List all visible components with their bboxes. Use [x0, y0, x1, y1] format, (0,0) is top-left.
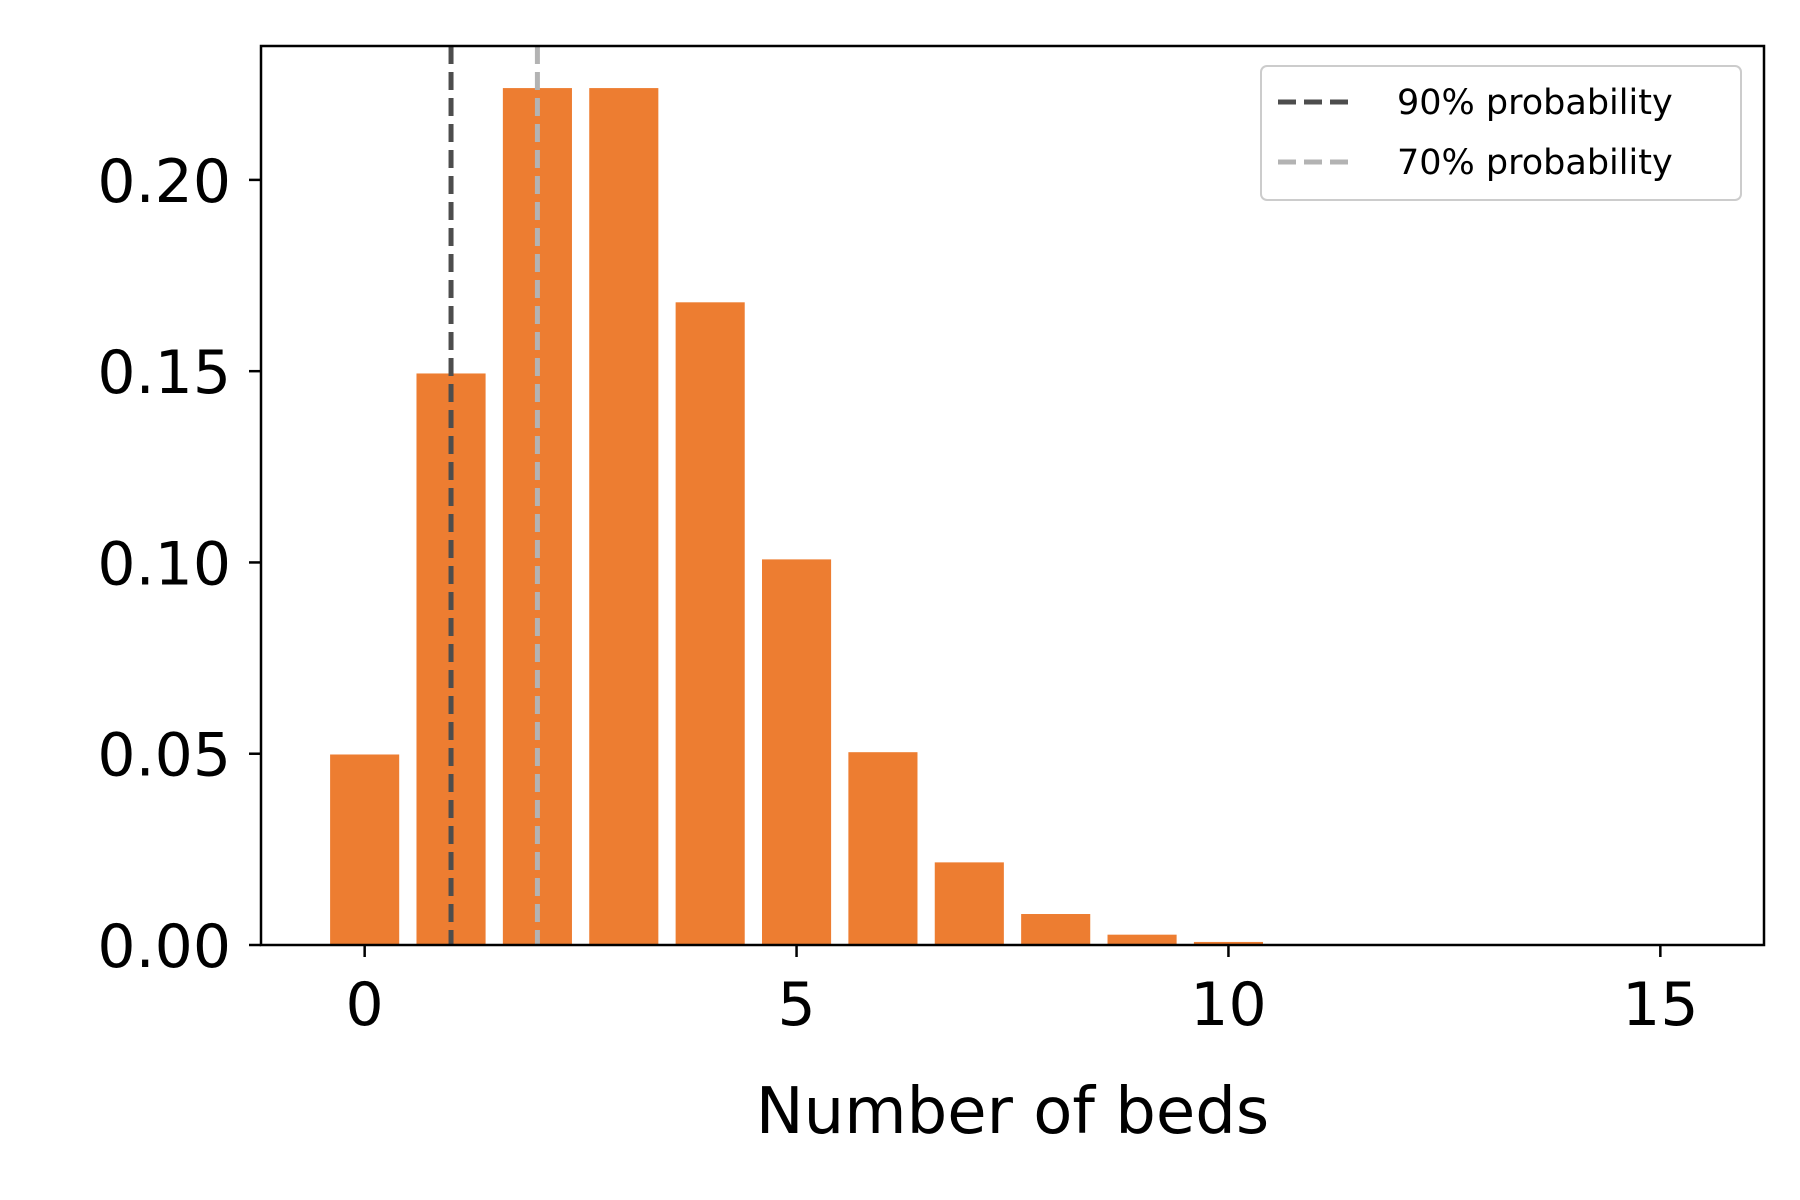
legend-entry-label: 90% probability: [1397, 83, 1673, 123]
bars-layer: [330, 88, 1436, 945]
legend: 90% probability 70% probability: [1260, 65, 1742, 201]
y-tick-label: 0.15: [97, 338, 231, 408]
bar-6: [848, 752, 918, 945]
bar-9: [1107, 934, 1177, 945]
bar-8: [1021, 914, 1091, 945]
bar-0: [330, 754, 400, 945]
y-tick-label: 0.05: [97, 721, 231, 791]
y-tick-label: 0.10: [97, 529, 231, 599]
y-axis-ticks: 0.00 0.05 0.10 0.15 0.20: [97, 147, 261, 982]
reference-lines-layer: [448, 46, 540, 945]
bar-10: [1193, 941, 1263, 945]
x-tick-label: 15: [1622, 970, 1698, 1040]
bar-4: [675, 302, 745, 945]
y-tick-label: 0.20: [97, 147, 231, 217]
x-tick-label: 5: [777, 970, 815, 1040]
legend-entry-label: 70% probability: [1397, 143, 1673, 183]
y-tick-label: 0.00: [97, 912, 231, 982]
legend-box: [1260, 65, 1742, 201]
x-axis-ticks: 0 5 10 15: [346, 945, 1699, 1040]
bar-3: [589, 88, 659, 945]
x-tick-label: 0: [346, 970, 384, 1040]
bar-5: [762, 559, 832, 945]
bar-7: [934, 862, 1004, 945]
x-axis-label: Number of beds: [756, 1075, 1269, 1149]
x-tick-label: 10: [1190, 970, 1266, 1040]
plot-frame: [259, 44, 1766, 947]
